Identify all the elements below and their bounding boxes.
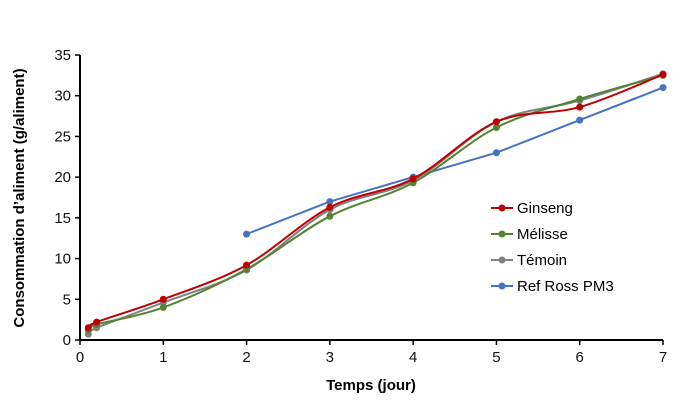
y-tick-label: 35 (54, 47, 71, 64)
data-point-m-lisse (326, 212, 334, 220)
data-point-ginseng (326, 203, 334, 211)
data-point-ref-ross-pm3 (659, 84, 667, 92)
data-point-ref-ross-pm3 (492, 149, 500, 157)
data-point-ginseng (159, 295, 167, 303)
x-tick-label: 3 (326, 349, 334, 366)
y-tick-label: 0 (63, 332, 71, 349)
series-ref-ross-pm3 (243, 84, 667, 238)
series-line-ginseng (87, 73, 664, 329)
legend-item-ref-ross-pm3: Ref Ross PM3 (491, 278, 614, 295)
y-tick-label: 5 (63, 291, 71, 308)
legend-label: Mélisse (517, 226, 568, 243)
legend-swatch-marker (498, 204, 506, 212)
data-point-ref-ross-pm3 (576, 116, 584, 124)
series-line-m-lisse (87, 74, 664, 332)
data-point-m-lisse (159, 303, 167, 311)
data-point-ginseng (84, 324, 92, 332)
x-axis-label: Temps (jour) (326, 377, 416, 394)
legend-item-m-lisse: Mélisse (491, 226, 568, 243)
x-tick-label: 4 (409, 349, 417, 366)
legend-swatch-marker (498, 256, 506, 264)
legend-item-ginseng: Ginseng (491, 200, 573, 217)
series-layer (84, 70, 667, 338)
data-point-ginseng (492, 118, 500, 126)
tick-labels: 0 5 10 15 20 25 30 35 0 1 2 3 4 5 6 7 (54, 47, 667, 366)
legend-label: Témoin (517, 252, 567, 269)
x-tick-label: 0 (76, 349, 84, 366)
y-tick-label: 25 (54, 128, 71, 145)
x-tick-label: 7 (659, 349, 667, 366)
y-tick-label: 10 (54, 251, 71, 268)
legend: Ginseng Mélisse Témoin Ref Ross PM3 (491, 200, 614, 295)
data-point-ginseng (576, 103, 584, 111)
x-tick-label: 6 (576, 349, 584, 366)
legend-label: Ref Ross PM3 (517, 278, 614, 295)
series-ginseng (84, 71, 667, 332)
data-point-ref-ross-pm3 (243, 230, 251, 238)
legend-swatch-marker (498, 230, 506, 238)
data-point-ginseng (409, 175, 417, 183)
y-tick-label: 15 (54, 210, 71, 227)
data-point-ginseng (243, 261, 251, 269)
legend-item-t-moin: Témoin (491, 252, 567, 269)
x-tick-label: 5 (492, 349, 500, 366)
x-tick-label: 1 (159, 349, 167, 366)
x-tick-label: 2 (242, 349, 250, 366)
legend-swatch-marker (498, 282, 506, 290)
data-point-m-lisse (492, 123, 500, 131)
data-point-ref-ross-pm3 (326, 198, 334, 206)
y-axis-label: Consommation d’aliment (g/aliment) (11, 68, 28, 327)
data-point-ginseng (93, 318, 101, 326)
data-point-m-lisse (576, 95, 584, 103)
legend-label: Ginseng (517, 200, 573, 217)
axes (75, 54, 664, 345)
y-tick-label: 30 (54, 88, 71, 105)
y-tick-label: 20 (54, 169, 71, 186)
data-point-ginseng (659, 71, 667, 79)
series-line-ref-ross-pm3 (246, 86, 664, 236)
